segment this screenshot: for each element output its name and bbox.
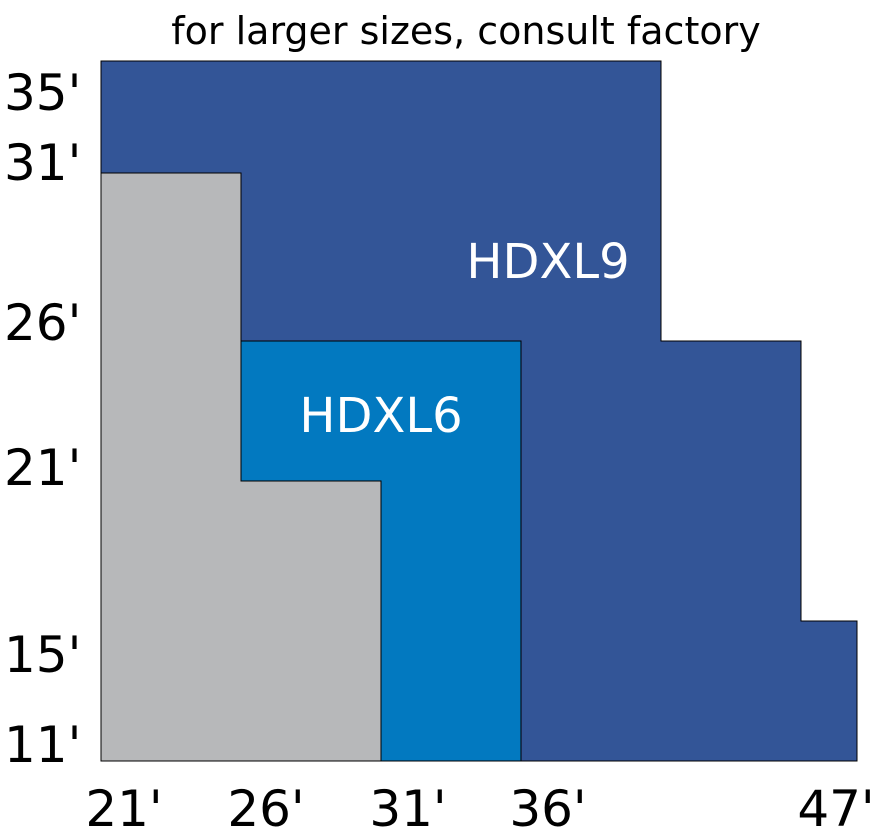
x-tick-label: 21' [85,780,162,835]
y-tick-label: 31' [4,134,81,192]
chart-title: for larger sizes, consult factory [171,9,760,53]
regions [100,60,858,762]
x-tick-label: 36' [509,780,586,835]
y-tick-label: 35' [4,64,81,122]
series-label-hdxl9: HDXL9 [466,234,629,290]
y-tick-label: 11' [4,716,81,774]
y-tick-label: 21' [4,439,81,497]
x-tick-label: 26' [227,780,304,835]
y-tick-label: 15' [4,626,81,684]
series-label-hdxl6: HDXL6 [299,388,462,444]
x-tick-label: 31' [369,780,446,835]
y-axis-ticks: 35' 31' 26' 21' 15' 11' [4,64,81,774]
region-standard [100,172,382,762]
y-tick-label: 26' [4,294,81,352]
x-tick-label: 47' [797,780,874,835]
x-axis-ticks: 21' 26' 31' 36' 47' [85,780,874,835]
